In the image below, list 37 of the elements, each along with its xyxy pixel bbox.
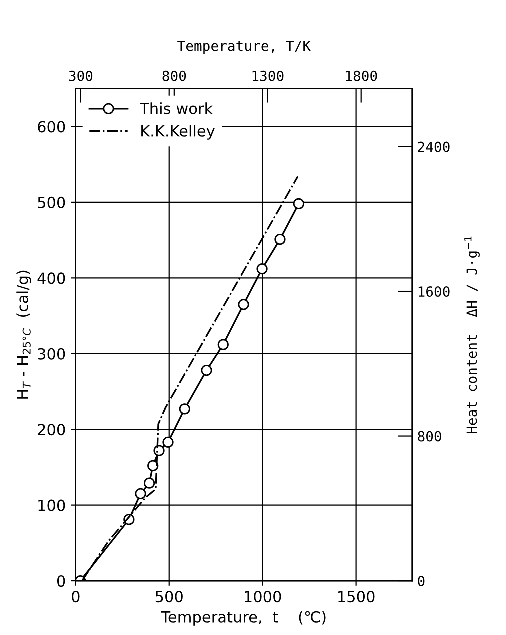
- x2-axis-title: Temperature, T/K: [178, 40, 311, 54]
- y-axis-title: H$_{T}$ - H$_{25°C}$ (cal/g): [16, 270, 32, 399]
- point: [274, 234, 286, 246]
- y-tick-label: 500: [38, 196, 66, 208]
- point: [135, 488, 146, 500]
- point: [256, 264, 268, 275]
- y2-tick-label: 800: [418, 431, 442, 442]
- y2-axis-title: Heat content ΔH / J·g$^{−1}$: [464, 236, 480, 434]
- y-tick-label: 400: [38, 272, 66, 284]
- point: [293, 198, 304, 210]
- x-tick-label: 0: [72, 591, 80, 603]
- point: [162, 436, 174, 448]
- x2-tick-label: 1800: [346, 70, 378, 82]
- point: [144, 478, 156, 489]
- point: [238, 299, 250, 310]
- point: [179, 404, 190, 415]
- point: [154, 445, 165, 456]
- y-tick-label: 300: [38, 348, 66, 360]
- y-tick-label: 0: [57, 575, 66, 588]
- y-tick-label: 200: [38, 424, 66, 436]
- y2-tick-label: 0: [418, 576, 425, 587]
- x-tick-label: 1000: [245, 591, 282, 603]
- x2-tick-label: 1300: [252, 70, 284, 82]
- x-tick-label: 500: [156, 591, 183, 603]
- y2-tick-label: 1600: [418, 286, 450, 298]
- x-tick-label: 1500: [338, 591, 375, 603]
- point: [148, 460, 159, 472]
- legend-label: This work: [140, 102, 214, 114]
- y-tick-label: 100: [38, 500, 66, 512]
- y-tick-label: 600: [38, 121, 66, 133]
- y2-tick-label: 2400: [418, 142, 450, 152]
- point: [201, 364, 212, 376]
- x2-tick-label: 300: [69, 70, 93, 82]
- point: [218, 339, 229, 350]
- x-axis-title: Temperature, t (℃): [161, 611, 326, 626]
- x2-tick-label: 800: [162, 70, 186, 82]
- legend-label: K.K.Kelley: [142, 125, 215, 140]
